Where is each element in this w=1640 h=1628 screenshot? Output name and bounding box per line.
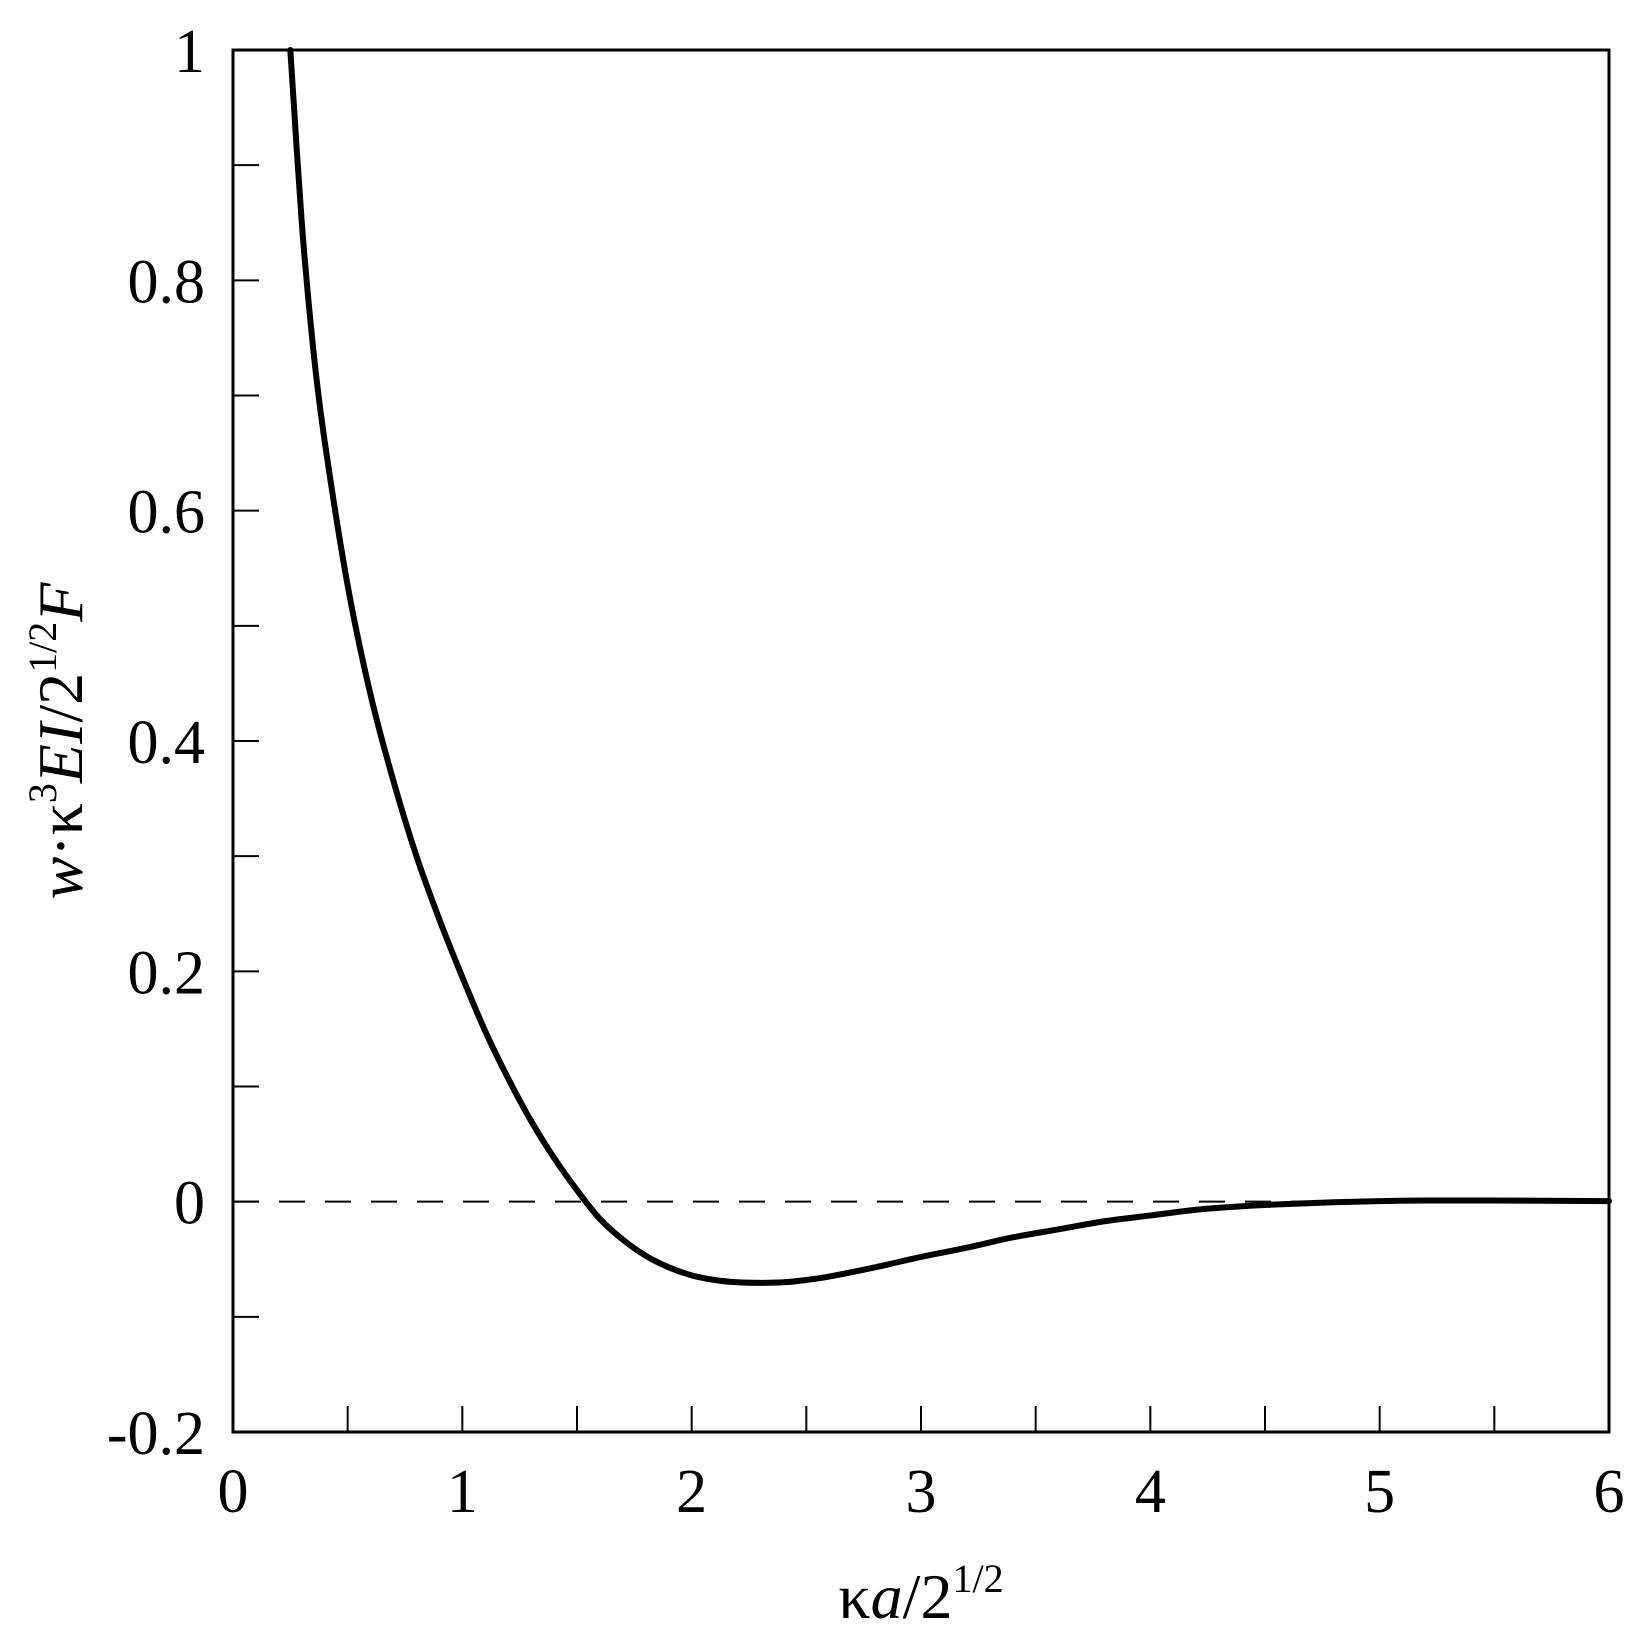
x-tick-label: 1: [447, 1458, 478, 1526]
x-tick-label: 2: [676, 1458, 707, 1526]
x-tick-label: 0: [218, 1458, 249, 1526]
x-tick-label: 4: [1135, 1458, 1166, 1526]
plot-frame: [231, 48, 1611, 1434]
y-axis-label: w·κ3EI/21/2F: [20, 582, 96, 900]
y-tick-label: -0.2: [107, 1400, 205, 1468]
y-tick-label: 0.2: [128, 939, 206, 1007]
y-tick-label: 0: [174, 1170, 205, 1238]
y-tick-label: 0.6: [128, 479, 206, 547]
x-tick-labels: 0 1 2 3 4 5 6: [218, 1458, 1625, 1526]
y-tick-label: 0.8: [128, 248, 206, 316]
x-tick-label: 6: [1594, 1458, 1625, 1526]
x-axis-label: κa/21/2: [838, 1556, 1003, 1628]
y-tick-label: 0.4: [128, 709, 206, 777]
y-tick-label: 1: [174, 18, 205, 86]
x-tick-label: 3: [906, 1458, 937, 1526]
minor-ticks: [233, 164, 1496, 1432]
series-line: [287, 47, 1612, 1286]
y-tick-labels: -0.2 0 0.2 0.4 0.6 0.8 1: [107, 18, 205, 1468]
x-tick-label: 5: [1364, 1458, 1395, 1526]
